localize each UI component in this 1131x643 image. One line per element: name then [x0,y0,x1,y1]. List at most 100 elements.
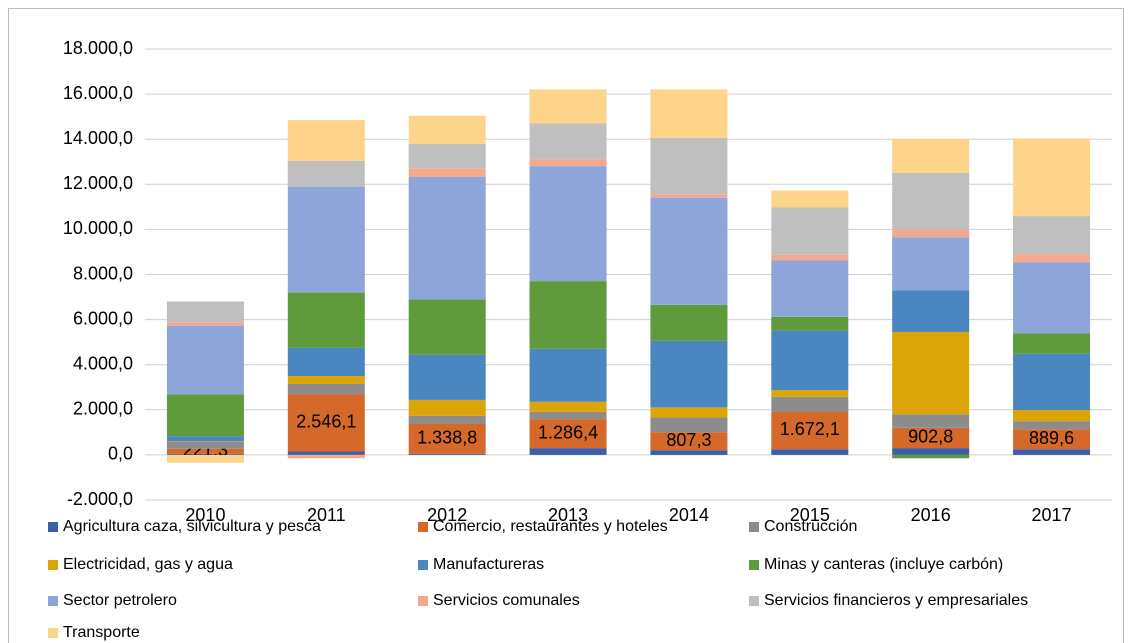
y-tick-label: 2.000,0 [73,399,133,419]
bar-segment [892,139,970,173]
bar-segment [408,168,486,177]
legend-label: Sector petrolero [63,592,177,609]
legend-swatch [418,560,428,570]
bar-segment [1013,138,1091,217]
legend-swatch [749,596,759,606]
bar-segment [287,292,365,348]
bar-segment [650,304,728,341]
y-tick-label: 16.000,0 [63,83,133,103]
legend-label: Electricidad, gas y agua [63,556,233,573]
x-tick-label: 2012 [427,505,467,525]
bar-segment [892,414,970,428]
bar-segment [529,89,607,124]
bar-segment [287,451,365,455]
legend-label: Servicios comunales [433,592,580,609]
bar-segment [650,89,728,138]
bar-segment [408,423,486,454]
bar-segment [892,448,970,455]
legend-label: Minas y canteras (incluye carbón) [764,556,1003,573]
bar-segment [892,454,970,459]
bar-segment [1013,421,1091,430]
bar-segment [408,143,486,169]
bar-segment [1013,449,1091,455]
bar-segment [1013,429,1091,450]
bar-segment [408,354,486,400]
legend-swatch [48,628,58,638]
legend-swatch [418,596,428,606]
bar-segment [166,453,244,455]
bar-segment [1013,333,1091,354]
y-tick-label: 0,0 [108,444,133,464]
bar-segment [287,347,365,377]
bar-segment [892,229,970,238]
legend-label: Servicios financieros y empresariales [764,592,1028,609]
bar-segment [408,453,486,455]
bar-segment [771,254,849,261]
bar-segment [771,330,849,391]
bar-segment [529,411,607,420]
bar-segment [529,281,607,349]
y-tick-label: 18.000,0 [63,38,133,58]
bar-segment [166,322,244,326]
bar-segment [771,390,849,397]
bar-segment [408,399,486,416]
data-label: 889,6 [1029,428,1074,448]
x-tick-label: 2013 [548,505,588,525]
bar-segment [166,442,244,449]
bar-segment [166,441,244,443]
bar-segment [771,396,849,412]
legend-swatch [48,596,58,606]
bar-segment [892,172,970,230]
bar-segment [650,137,728,195]
bar-segment [529,166,607,282]
bar-segment [408,415,486,424]
bar-segment [650,197,728,305]
bar-segment [892,237,970,291]
bar-segment [1013,254,1091,263]
y-tick-label: 14.000,0 [63,128,133,148]
bar-segment [166,448,244,454]
bar-segment [408,176,486,300]
bar-segment [771,260,849,317]
bar-segment [166,325,244,395]
x-tick-label: 2014 [669,505,709,525]
x-tick-label: 2016 [911,505,951,525]
y-tick-label: 8.000,0 [73,263,133,283]
bar-segment [529,419,607,449]
bar-segment [287,394,365,452]
bar-segment [1013,216,1091,255]
data-label: 1.338,8 [417,427,477,447]
bar-segment [650,450,728,455]
bar-segment [771,316,849,331]
bar-segment [166,436,244,442]
y-tick-label: 6.000,0 [73,308,133,328]
x-tick-label: 2011 [307,505,346,525]
bar-segment [166,454,244,463]
legend-label: Manufactureras [433,556,544,573]
data-label: 902,8 [908,427,953,447]
y-tick-label: 10.000,0 [63,218,133,238]
bar-segment [287,186,365,293]
legend-label: Agricultura caza, silvicultura y pesca [63,518,321,535]
data-label: 2.546,1 [296,412,356,432]
bar-segment [287,120,365,161]
bar-segment [529,401,607,412]
bar-segment [771,190,849,208]
data-label: 1.286,4 [538,422,598,442]
legend-swatch [749,522,759,532]
data-label: 807,3 [666,430,711,450]
bar-segment [166,394,244,437]
legend-swatch [418,522,428,532]
bar-segment [287,160,365,187]
legend-swatch [48,560,58,570]
bar-segment [408,115,486,144]
legend-label: Comercio, restaurantes y hoteles [433,518,668,535]
bar-segment [408,299,486,355]
y-tick-label: 12.000,0 [63,173,133,193]
bar-segment [650,432,728,451]
legend-label: Transporte [63,624,140,641]
bar-segment [650,194,728,198]
bar-segment [650,340,728,408]
legend-swatch [749,560,759,570]
